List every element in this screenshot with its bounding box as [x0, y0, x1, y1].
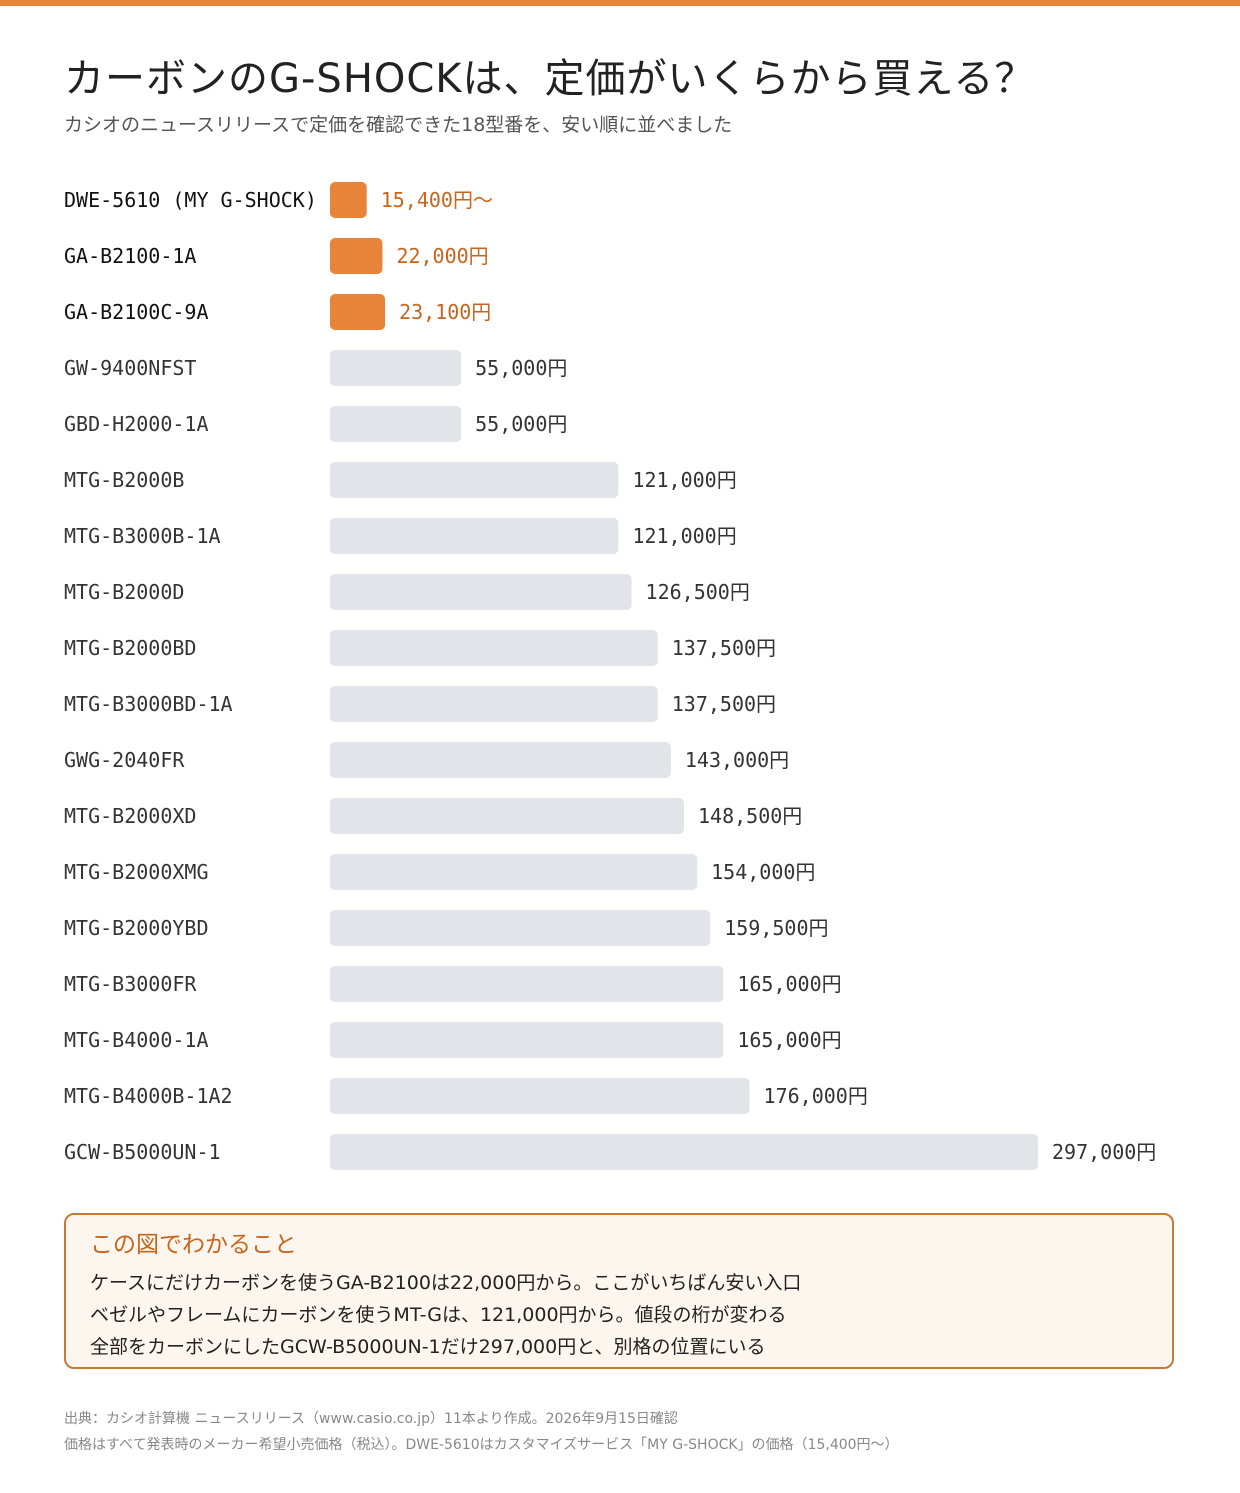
- category-label: MTG-B2000B: [64, 468, 184, 492]
- category-label: MTG-B2000XMG: [64, 860, 209, 884]
- category-label: MTG-B3000BD-1A: [64, 692, 233, 716]
- bar: [330, 462, 619, 498]
- bar: [330, 294, 386, 330]
- value-label: 137,500円: [672, 692, 776, 716]
- category-label: MTG-B2000YBD: [64, 916, 209, 940]
- category-label: GA-B2100-1A: [64, 244, 196, 268]
- callout-item: ベゼルやフレームにカーボンを使うMT-Gは、121,000円から。値段の桁が変わ…: [90, 1304, 787, 1326]
- value-label: 165,000円: [737, 972, 841, 996]
- bar: [330, 1022, 724, 1058]
- category-label: GBD-H2000-1A: [64, 412, 209, 436]
- category-label: GA-B2100C-9A: [64, 300, 209, 324]
- value-label: 23,100円: [399, 300, 491, 324]
- footer: 出典：カシオ計算機 ニュースリリース（www.casio.co.jp）11本より…: [64, 1406, 1184, 1458]
- bar: [330, 1078, 750, 1114]
- bar: [330, 574, 632, 610]
- bar-chart: DWE-5610 (MY G-SHOCK) 15,400円～ GA-B2100-1A…: [64, 182, 1156, 1170]
- top-accent-bar: [0, 0, 1240, 6]
- bar: [330, 350, 462, 386]
- value-label: 148,500円: [698, 804, 802, 828]
- callout-item: ケースにだけカーボンを使うGA-B2100は22,000円から。ここがいちばん安…: [90, 1272, 802, 1294]
- category-label: MTG-B3000B-1A: [64, 524, 221, 548]
- value-label: 126,500円: [646, 580, 750, 604]
- value-label: 55,000円: [475, 356, 567, 380]
- value-label: 154,000円: [711, 860, 815, 884]
- value-label: 55,000円: [475, 412, 567, 436]
- bar: [330, 686, 658, 722]
- chart-title: カーボンのG-SHOCKは、定価がいくらから買える？: [64, 56, 1036, 102]
- value-label: 159,500円: [724, 916, 828, 940]
- callout-item: 全部をカーボンにしたGCW-B5000UN-1だけ297,000円と、別格の位置…: [90, 1336, 766, 1358]
- bar: [330, 798, 684, 834]
- callout-list: ケースにだけカーボンを使うGA-B2100は22,000円から。ここがいちばん安…: [90, 1267, 801, 1363]
- category-label: MTG-B2000BD: [64, 636, 196, 660]
- bar: [330, 854, 698, 890]
- value-label: 137,500円: [672, 636, 776, 660]
- value-label: 176,000円: [764, 1084, 868, 1108]
- category-label: GWG-2040FR: [64, 748, 185, 772]
- bar: [330, 630, 658, 666]
- insight-callout: この図でわかること ケースにだけカーボンを使うGA-B2100は22,000円か…: [64, 1213, 1174, 1369]
- value-label: 297,000円: [1052, 1140, 1156, 1164]
- bar: [330, 238, 383, 274]
- category-label: DWE-5610 (MY G-SHOCK): [64, 188, 317, 212]
- category-label: MTG-B4000B-1A2: [64, 1084, 233, 1108]
- bar: [330, 406, 462, 442]
- category-label: GCW-B5000UN-1: [64, 1140, 221, 1164]
- category-label: GW-9400NFST: [64, 356, 196, 380]
- bar: [330, 182, 367, 218]
- category-label: MTG-B2000D: [64, 580, 184, 604]
- bar: [330, 742, 671, 778]
- callout-title: この図でわかること: [90, 1232, 297, 1258]
- value-label: 121,000円: [632, 468, 736, 492]
- footer-note: 価格はすべて発表時のメーカー希望小売価格（税込）。DWE-5610はカスタマイズ…: [64, 1437, 899, 1453]
- value-label: 15,400円～: [381, 188, 493, 212]
- bar: [330, 518, 619, 554]
- value-label: 165,000円: [737, 1028, 841, 1052]
- footer-source: 出典：カシオ計算機 ニュースリリース（www.casio.co.jp）11本より…: [64, 1411, 678, 1427]
- category-label: MTG-B3000FR: [64, 972, 197, 996]
- bar: [330, 966, 724, 1002]
- value-label: 121,000円: [632, 524, 736, 548]
- category-label: MTG-B2000XD: [64, 804, 196, 828]
- chart-subtitle: カシオのニュースリリースで定価を確認できた18型番を、安い順に並べました: [64, 114, 733, 136]
- category-label: MTG-B4000-1A: [64, 1028, 209, 1052]
- bar: [330, 910, 711, 946]
- value-label: 143,000円: [685, 748, 789, 772]
- bar: [330, 1134, 1038, 1170]
- value-label: 22,000円: [396, 244, 488, 268]
